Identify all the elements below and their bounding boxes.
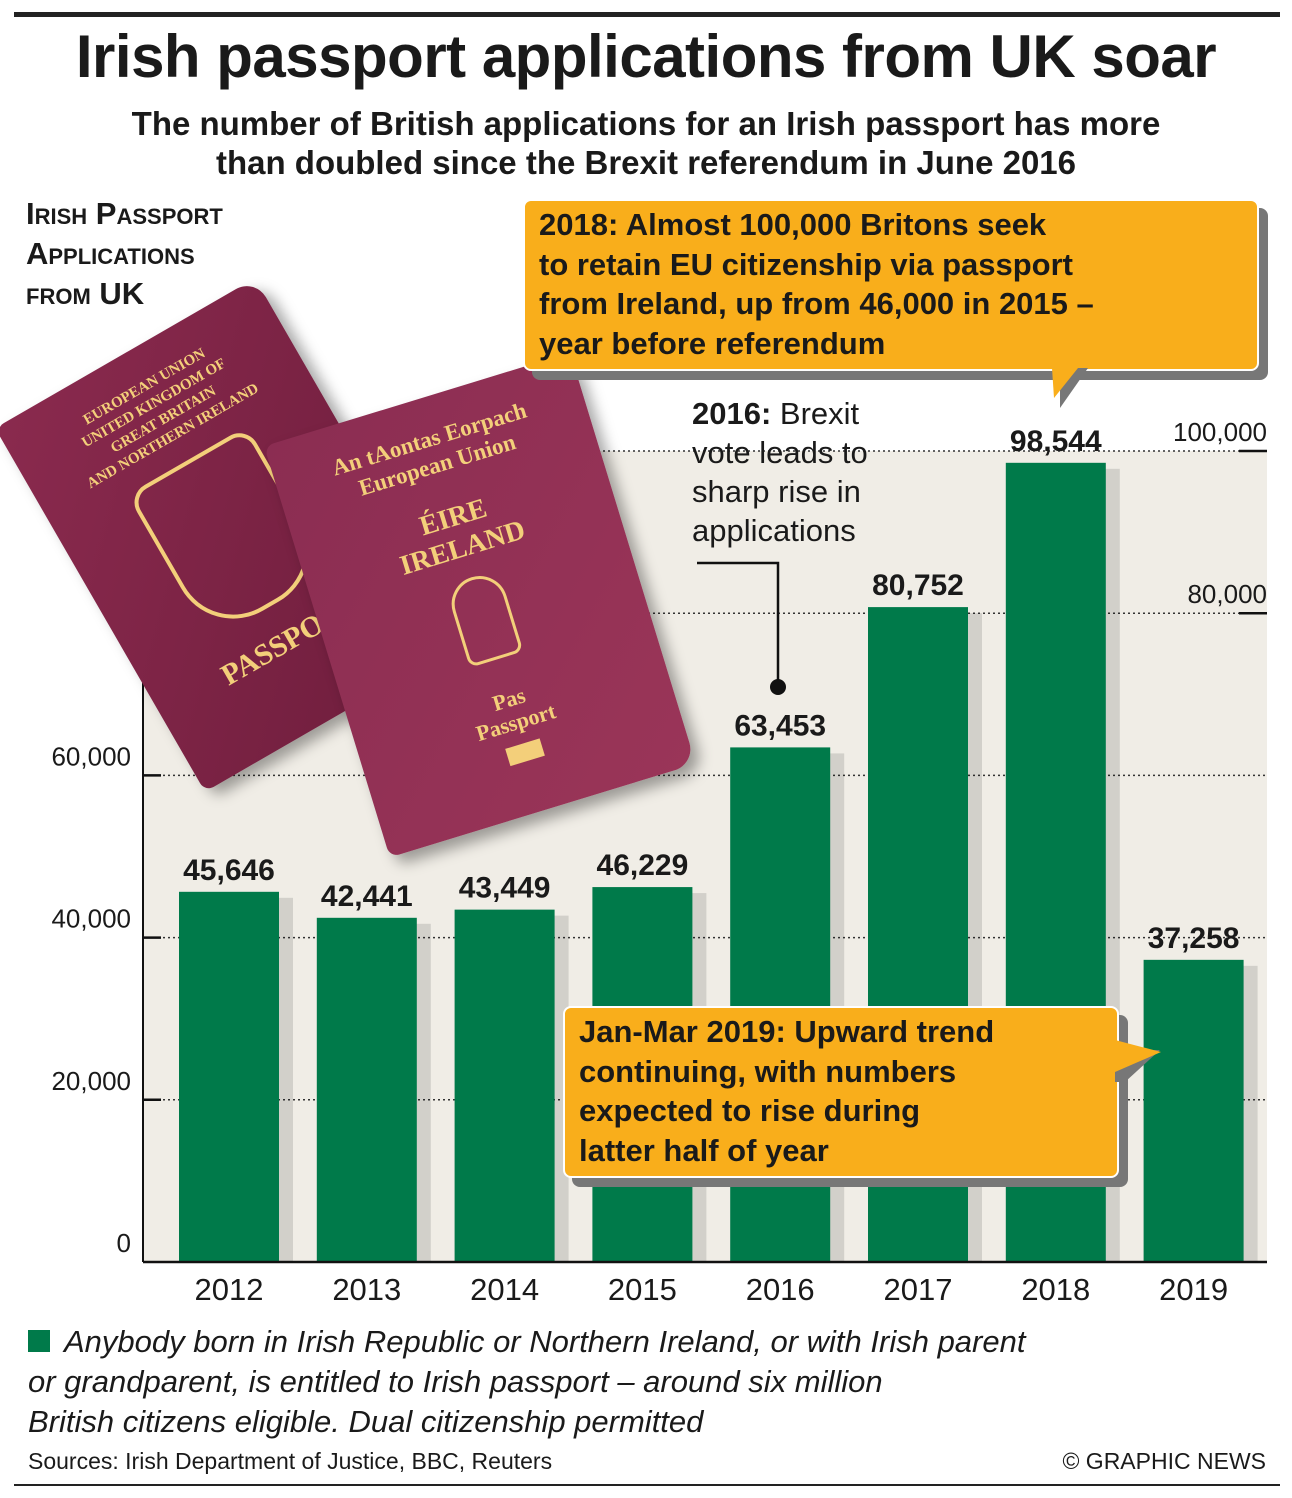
y-tick-label: 100,000 (1173, 417, 1267, 447)
callout-line: continuing, with numbers (579, 1053, 957, 1089)
bar-2012 (179, 891, 279, 1262)
annotation-leader-line (697, 561, 786, 695)
value-label-2012: 45,646 (183, 854, 275, 887)
callout-line: 2018: Almost 100,000 Britons seek (539, 207, 1047, 242)
annotation-line: Brexit (771, 396, 860, 431)
bar-2014 (454, 909, 555, 1262)
harp-icon (444, 569, 524, 668)
page-title: Irish passport applications from UK soar (75, 23, 1217, 90)
annotation-line: sharp rise in (692, 474, 861, 509)
value-label-2014: 43,449 (459, 872, 551, 905)
footnote-line: Anybody born in Irish Republic or Northe… (64, 1324, 1026, 1359)
legend-swatch (28, 1330, 50, 1352)
y-tick-label: 40,000 (51, 904, 131, 934)
value-label-2013: 42,441 (321, 880, 413, 913)
x-tick-label-2019: 2019 (1159, 1272, 1228, 1307)
value-label-2015: 46,229 (597, 849, 689, 882)
chart-heading-line: Applications (26, 236, 195, 271)
bottom-rule (14, 1484, 1280, 1486)
bar-2013 (316, 917, 417, 1262)
x-tick-label-2017: 2017 (884, 1272, 953, 1307)
annotation-line: vote leads to (692, 435, 868, 470)
x-tick-label-2012: 2012 (195, 1272, 264, 1307)
x-tick-label-2016: 2016 (746, 1272, 815, 1307)
annotation-2016: 2016: Brexit vote leads to sharp rise in… (692, 394, 868, 550)
x-tick-label-2014: 2014 (470, 1272, 539, 1307)
sources: Sources: Irish Department of Justice, BB… (28, 1448, 553, 1474)
x-tick-label-2018: 2018 (1021, 1272, 1090, 1307)
callout-2019: Jan-Mar 2019: Upward trend continuing, w… (563, 1006, 1119, 1178)
callout-line: from Ireland, up from 46,000 in 2015 – (539, 286, 1094, 321)
bar-2019 (1143, 959, 1244, 1262)
value-label-2018: 98,544 (1010, 425, 1102, 458)
y-tick-label: 20,000 (51, 1066, 131, 1096)
y-tick-label: 0 (117, 1228, 131, 1258)
bar-2016 (730, 747, 831, 1262)
y-tick-label: 80,000 (1187, 579, 1267, 609)
callout-line: Jan-Mar 2019: Upward trend (579, 1014, 995, 1049)
footnote-line: British citizens eligible. Dual citizens… (28, 1404, 704, 1439)
callout-2019-pointer (1115, 1040, 1161, 1082)
credit: © GRAPHIC NEWS (1062, 1448, 1266, 1474)
x-tick-label-2015: 2015 (608, 1272, 677, 1307)
callout-2018-pointer (1052, 368, 1088, 408)
chart-heading-line: Irish Passport (26, 196, 223, 231)
footnote: Anybody born in Irish Republic or Northe… (28, 1322, 1025, 1442)
subtitle-line: The number of British applications for a… (131, 105, 1161, 142)
subtitle: The number of British applications for a… (0, 104, 1292, 182)
y-tick-label: 60,000 (51, 741, 131, 771)
value-label-2019: 37,258 (1148, 922, 1240, 955)
value-label-2016: 63,453 (734, 709, 826, 742)
annotation-line: applications (692, 513, 856, 548)
top-rule (14, 12, 1280, 17)
callout-2018: 2018: Almost 100,000 Britons seek to ret… (523, 199, 1259, 371)
callout-line: latter half of year (579, 1132, 829, 1168)
value-label-2017: 80,752 (872, 569, 964, 602)
callout-line: year before referendum (539, 325, 886, 361)
chart-heading-line: from UK (26, 276, 145, 311)
biometric-chip-icon (505, 738, 545, 767)
callout-line: expected to rise during (579, 1093, 921, 1128)
callout-line: to retain EU citizenship via passport (539, 246, 1074, 282)
footnote-line: or grandparent, is entitled to Irish pas… (28, 1364, 883, 1399)
annotation-year: 2016: (692, 396, 772, 431)
subtitle-line: than doubled since the Brexit referendum… (215, 144, 1077, 181)
chart-heading: Irish Passport Applications from UK (26, 194, 223, 314)
x-tick-label-2013: 2013 (332, 1272, 401, 1307)
